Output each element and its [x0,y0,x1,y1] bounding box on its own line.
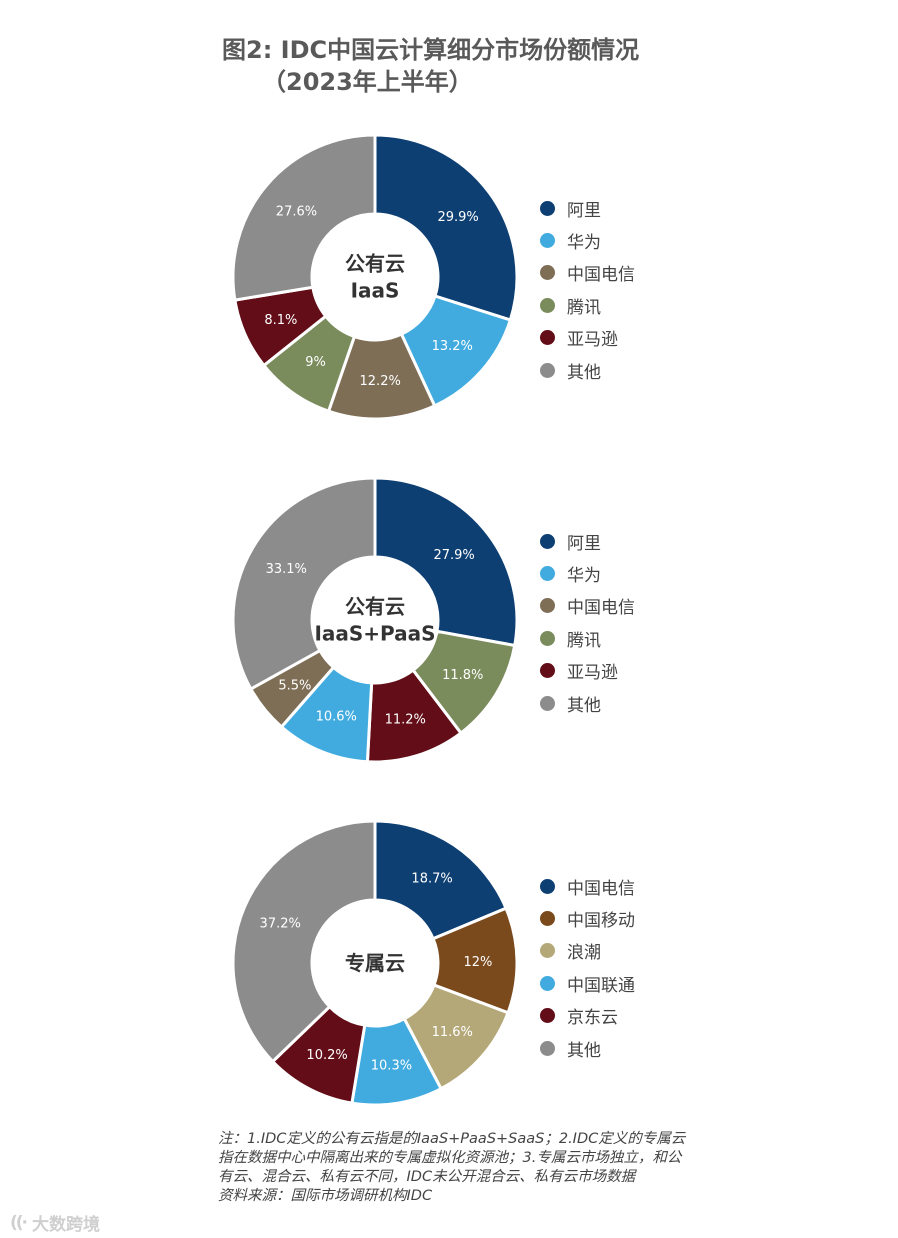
legend-label: 腾讯 [567,297,601,318]
watermark: ((· 大数跨境 [10,1210,100,1236]
legend-swatch [540,1040,555,1056]
slice-其他 [231,133,377,302]
legend-item: 浪潮 [540,935,635,967]
legend-swatch [540,533,555,549]
legend-label: 华为 [567,566,601,587]
legend-item: 中国电信 [540,870,635,902]
legend-label: 浪潮 [567,943,601,964]
slice-label: 12.2% [360,374,401,389]
legend-swatch [540,330,555,346]
slice-阿里 [373,476,519,648]
footnote-text: 注：1.IDC定义的公有云指是的IaaS+PaaS+SaaS；2.IDC定义的专… [218,1131,686,1185]
legend-swatch [540,911,555,927]
legend-iaas: 阿里华为中国电信腾讯亚马逊其他 [540,192,635,386]
chart-title-line2: （2023年上半年） [262,68,473,96]
legend-swatch [540,695,555,711]
watermark-text: 大数跨境 [32,1215,100,1235]
footnote: 注：1.IDC定义的公有云指是的IaaS+PaaS+SaaS；2.IDC定义的专… [218,1130,688,1206]
legend-swatch [540,233,555,249]
legend-item: 阿里 [540,192,635,224]
legend-label: 腾讯 [567,630,601,651]
slice-label: 9% [305,355,326,370]
legend-item: 京东云 [540,1000,635,1032]
legend-swatch [540,1008,555,1024]
legend-label: 京东云 [567,1008,618,1029]
legend-item: 其他 [540,687,635,719]
legend-label: 亚马逊 [567,330,618,351]
legend-item: 中国电信 [540,590,635,622]
legend-swatch [540,200,555,216]
legend-item: 腾讯 [540,622,635,654]
legend-label: 中国电信 [567,265,635,286]
chart-title: 图2: IDC中国云计算细分市场份额情况 （2023年上半年） [222,34,639,98]
center-label: IaaS+PaaS [314,622,435,646]
slice-其他 [231,819,377,1064]
slice-label: 10.6% [316,709,357,724]
legend-item: 亚马逊 [540,322,635,354]
legend-swatch [540,362,555,378]
slice-label: 13.2% [432,339,473,354]
legend-item: 华为 [540,224,635,256]
legend-item: 腾讯 [540,289,635,321]
slice-label: 37.2% [260,917,301,932]
slice-label: 11.6% [432,1025,473,1040]
legend-dedicated-cloud: 中国电信中国移动浪潮中国联通京东云其他 [540,870,635,1064]
slice-label: 8.1% [264,313,297,328]
slice-label: 18.7% [411,871,452,886]
legend-label: 阿里 [567,200,601,221]
legend-swatch [540,598,555,614]
legend-swatch [540,878,555,894]
legend-swatch [540,975,555,991]
center-label: 公有云 [345,252,405,276]
slice-阿里 [373,133,519,322]
center-label: 专属云 [345,951,405,975]
legend-item: 中国电信 [540,257,635,289]
legend-label: 其他 [567,695,601,716]
legend-label: 亚马逊 [567,663,618,684]
slice-label: 29.9% [437,210,478,225]
legend-item: 阿里 [540,525,635,557]
center-label: 公有云 [345,595,405,619]
legend-item: 其他 [540,1032,635,1064]
source-text: 资料来源：国际市场调研机构IDC [218,1188,433,1204]
legend-item: 其他 [540,354,635,386]
slice-label: 27.9% [433,548,474,563]
legend-label: 阿里 [567,533,601,554]
legend-label: 其他 [567,362,601,383]
legend-swatch [540,663,555,679]
slice-label: 10.2% [306,1048,347,1063]
slice-中国电信 [373,819,508,941]
legend-label: 中国移动 [567,911,635,932]
legend-item: 中国移动 [540,902,635,934]
chart-title-line1: 图2: IDC中国云计算细分市场份额情况 [222,36,640,64]
slice-label: 10.3% [371,1059,412,1074]
slice-label: 5.5% [278,679,311,694]
center-label: IaaS [351,279,400,303]
donut-chart-iaas: 29.9% 13.2% 12.2% 9% 8.1% 27.6% 公有云 IaaS [231,133,519,421]
slice-label: 11.8% [442,668,483,683]
legend-item: 华为 [540,557,635,589]
legend-swatch [540,297,555,313]
legend-item: 亚马逊 [540,655,635,687]
legend-label: 中国联通 [567,975,635,996]
legend-swatch [540,943,555,959]
slice-其他 [231,476,377,691]
slice-label: 27.6% [276,204,317,219]
legend-iaas-paas: 阿里华为中国电信腾讯亚马逊其他 [540,525,635,719]
legend-label: 其他 [567,1040,601,1061]
slice-label: 12% [464,955,493,970]
donut-chart-iaas-paas: 27.9% 11.8% 11.2% 10.6% 5.5% 33.1% 公有云 IaaS+Paa… [231,476,519,764]
legend-label: 华为 [567,233,601,254]
legend-label: 中国电信 [567,598,635,619]
donut-chart-dedicated-cloud: 18.7% 12% 11.6% 10.3% 10.2% 37.2% 专属云 [231,819,519,1107]
watermark-logo-icon: ((· [10,1212,28,1233]
legend-swatch [540,566,555,582]
legend-swatch [540,265,555,281]
slice-label: 33.1% [266,562,307,577]
legend-label: 中国电信 [567,878,635,899]
slice-label: 11.2% [385,712,426,727]
legend-swatch [540,630,555,646]
legend-item: 中国联通 [540,967,635,999]
